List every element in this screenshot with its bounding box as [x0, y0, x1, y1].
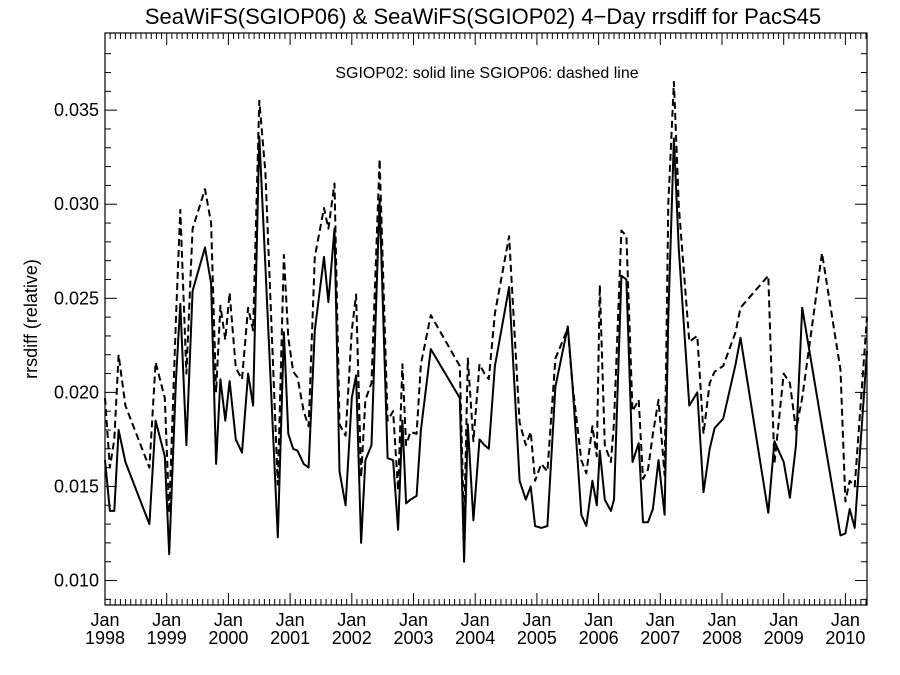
- y-tick-label: 0.020: [54, 382, 99, 402]
- x-tick-month-label: Jan: [522, 610, 551, 630]
- x-tick-month-label: Jan: [769, 610, 798, 630]
- x-tick-year-label: 2009: [764, 628, 804, 648]
- x-tick-month-label: Jan: [646, 610, 675, 630]
- x-tick-year-label: 2004: [455, 628, 495, 648]
- x-tick-month-label: Jan: [831, 610, 860, 630]
- y-tick-label: 0.015: [54, 476, 99, 496]
- x-tick-month-label: Jan: [276, 610, 305, 630]
- x-tick-year-label: 2001: [270, 628, 310, 648]
- x-tick-month-label: Jan: [584, 610, 613, 630]
- x-tick-year-label: 2010: [825, 628, 865, 648]
- x-tick-month-label: Jan: [152, 610, 181, 630]
- y-tick-label: 0.030: [54, 194, 99, 214]
- x-tick-year-label: 2005: [517, 628, 557, 648]
- x-tick-year-label: 2002: [332, 628, 372, 648]
- x-tick-year-label: 2000: [208, 628, 248, 648]
- x-tick-year-label: 2008: [702, 628, 742, 648]
- x-tick-year-label: 2007: [640, 628, 680, 648]
- x-tick-month-label: Jan: [90, 610, 119, 630]
- x-tick-month-label: Jan: [399, 610, 428, 630]
- x-tick-month-label: Jan: [337, 610, 366, 630]
- axis-tick-labels: 0.0100.0150.0200.0250.0300.035Jan1998Jan…: [54, 100, 865, 648]
- x-tick-year-label: 1999: [147, 628, 187, 648]
- axis-ticks: [104, 33, 867, 605]
- x-tick-year-label: 2003: [393, 628, 433, 648]
- y-tick-label: 0.035: [54, 100, 99, 120]
- y-tick-label: 0.025: [54, 288, 99, 308]
- series-line-sgiop06: [104, 80, 868, 531]
- chart-title: SeaWiFS(SGIOP06) & SeaWiFS(SGIOP02) 4−Da…: [145, 4, 821, 29]
- y-tick-label: 0.010: [54, 571, 99, 591]
- x-tick-year-label: 2006: [579, 628, 619, 648]
- series-line-sgiop02: [104, 135, 868, 563]
- legend-text: SGIOP02: solid line SGIOP06: dashed line: [335, 65, 638, 82]
- x-tick-year-label: 1998: [85, 628, 125, 648]
- series-layer: [104, 80, 868, 563]
- x-tick-month-label: Jan: [707, 610, 736, 630]
- x-tick-month-label: Jan: [461, 610, 490, 630]
- y-axis-label: rrsdiff (relative): [21, 259, 41, 379]
- x-tick-month-label: Jan: [214, 610, 243, 630]
